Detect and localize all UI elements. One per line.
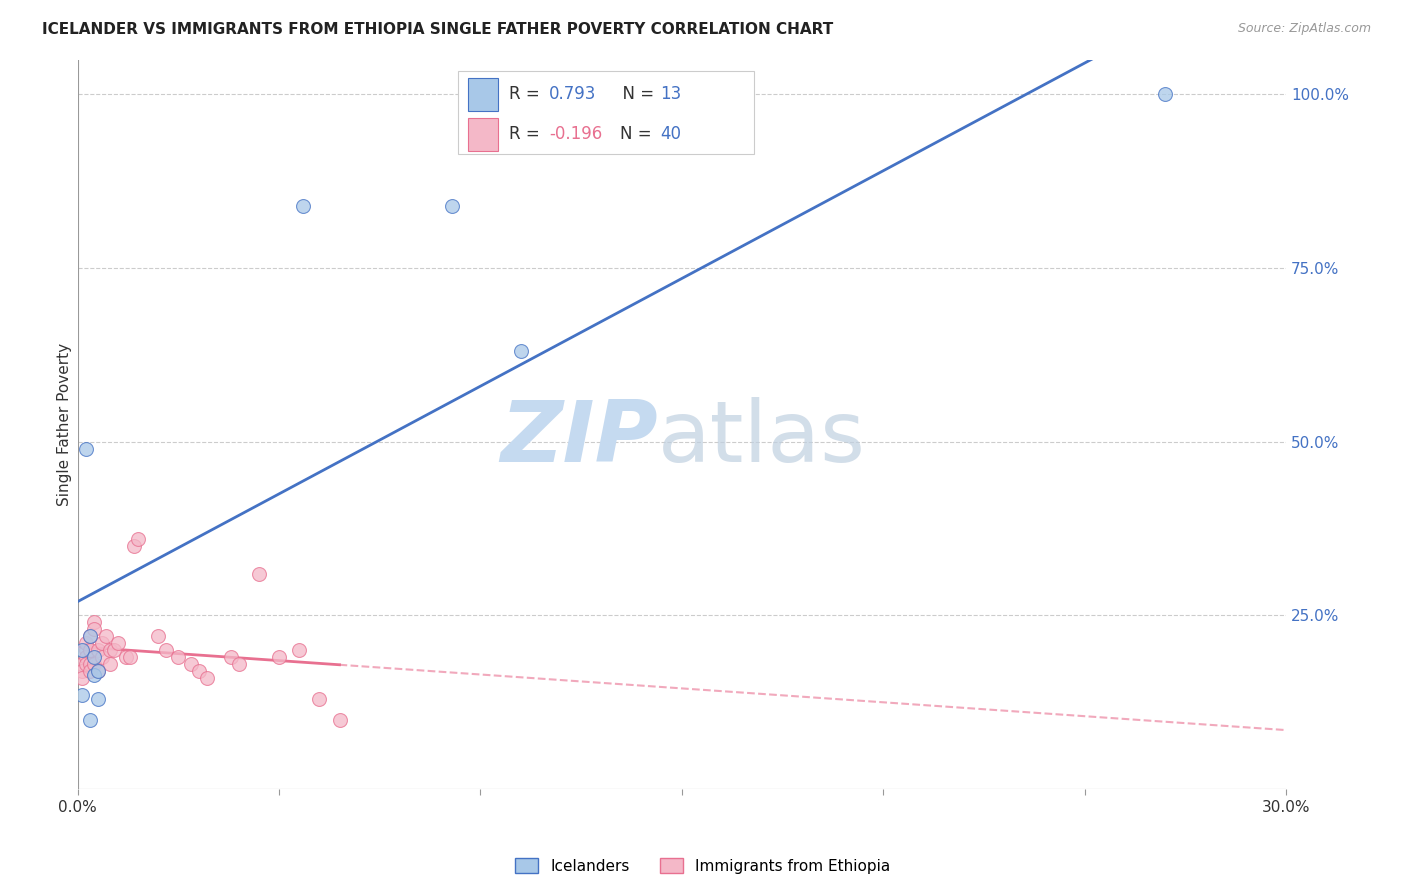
Point (79, 643, 101, 657)
Text: 0.793: 0.793 (548, 86, 596, 103)
Point (79, 657, 101, 671)
Text: 13: 13 (659, 86, 682, 103)
Point (79, 629, 101, 643)
Point (75, 643, 97, 657)
Point (98, 657, 121, 671)
Point (70, 689, 93, 703)
Point (87, 643, 110, 657)
Bar (468, 118, 498, 151)
Point (292, 198, 315, 212)
Text: -0.196: -0.196 (548, 126, 602, 144)
Point (120, 650, 142, 665)
Point (103, 643, 125, 657)
Point (122, 539, 145, 553)
Point (87, 664, 110, 678)
Point (70, 664, 93, 678)
Point (79, 664, 101, 678)
Text: atlas: atlas (658, 398, 866, 481)
Point (328, 713, 350, 727)
Point (187, 664, 209, 678)
Point (70, 643, 93, 657)
Legend: Icelanders, Immigrants from Ethiopia: Icelanders, Immigrants from Ethiopia (509, 852, 897, 880)
Point (70, 657, 93, 671)
Point (219, 650, 242, 665)
Point (288, 643, 311, 657)
Point (308, 691, 330, 706)
Point (195, 671, 218, 685)
Point (70, 671, 93, 685)
Point (148, 629, 170, 643)
Point (269, 650, 291, 665)
Point (228, 657, 250, 671)
Point (167, 650, 190, 665)
Point (75, 650, 97, 665)
Text: ICELANDER VS IMMIGRANTS FROM ETHIOPIA SINGLE FATHER POVERTY CORRELATION CHART: ICELANDER VS IMMIGRANTS FROM ETHIOPIA SI… (42, 22, 834, 37)
Y-axis label: Single Father Poverty: Single Father Poverty (58, 343, 72, 506)
Point (90, 636, 112, 650)
Text: ZIP: ZIP (501, 398, 658, 481)
Text: Source: ZipAtlas.com: Source: ZipAtlas.com (1237, 22, 1371, 36)
Point (441, 198, 464, 212)
Text: R =: R = (509, 86, 546, 103)
Point (83, 667, 105, 681)
Point (87, 664, 110, 678)
Point (98, 643, 121, 657)
Point (83, 615, 105, 630)
Point (83, 650, 105, 665)
Point (127, 532, 149, 546)
Point (247, 566, 270, 581)
Point (1154, 87, 1177, 102)
Text: R =: R = (509, 126, 546, 144)
Point (75, 657, 97, 671)
Point (115, 650, 138, 665)
Point (509, 344, 531, 359)
Point (94, 629, 117, 643)
Point (87, 691, 110, 706)
Point (79, 629, 101, 643)
Point (107, 636, 129, 650)
Text: N =: N = (612, 86, 659, 103)
Point (179, 657, 201, 671)
Point (155, 643, 177, 657)
FancyBboxPatch shape (458, 70, 755, 154)
Point (79, 713, 101, 727)
Point (75, 442, 97, 456)
Point (75, 636, 97, 650)
Point (83, 657, 105, 671)
Point (90, 650, 112, 665)
Text: N =: N = (620, 126, 657, 144)
Text: 40: 40 (659, 126, 681, 144)
Bar (468, 78, 498, 111)
Point (83, 623, 105, 637)
